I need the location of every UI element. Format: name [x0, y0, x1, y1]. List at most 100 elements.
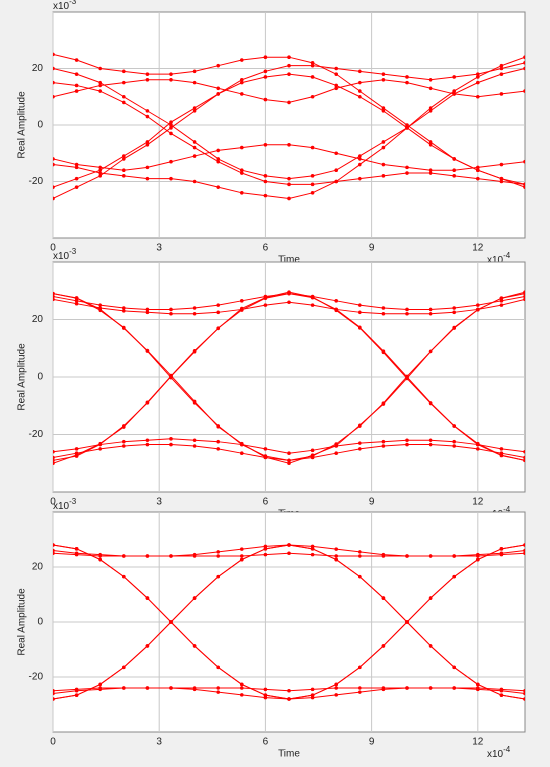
marker — [122, 424, 126, 428]
marker — [53, 697, 55, 701]
marker — [122, 94, 126, 99]
marker — [334, 442, 339, 446]
marker — [216, 148, 221, 153]
marker — [169, 437, 173, 441]
marker — [358, 665, 362, 670]
marker — [287, 451, 291, 455]
marker — [122, 554, 126, 558]
marker — [499, 92, 504, 96]
marker — [216, 303, 221, 307]
x-tick-label: 6 — [263, 497, 269, 508]
marker — [53, 294, 55, 299]
marker — [53, 291, 55, 296]
marker — [169, 123, 173, 127]
traces — [53, 543, 525, 701]
marker — [216, 550, 221, 554]
marker — [98, 89, 102, 93]
marker — [499, 303, 504, 307]
marker — [499, 693, 504, 697]
marker — [216, 665, 221, 670]
marker — [145, 109, 150, 113]
traces — [53, 52, 525, 201]
marker — [358, 157, 362, 161]
marker — [239, 191, 244, 195]
marker — [428, 86, 433, 91]
marker — [523, 449, 525, 454]
marker — [239, 557, 244, 562]
y-scale-label: x10-3 — [53, 0, 77, 12]
y-tick-label: 0 — [37, 617, 43, 628]
marker — [145, 442, 150, 447]
marker — [122, 665, 126, 670]
marker — [74, 451, 79, 455]
marker — [499, 447, 504, 451]
marker — [239, 451, 244, 455]
marker — [287, 142, 291, 147]
marker — [405, 438, 409, 443]
marker — [169, 72, 173, 76]
marker — [476, 307, 480, 312]
marker — [428, 307, 433, 312]
marker — [169, 311, 173, 316]
marker — [192, 444, 197, 448]
marker — [122, 439, 126, 444]
marker — [381, 444, 386, 448]
x-scale-exponent: -4 — [503, 251, 511, 260]
marker — [358, 176, 362, 181]
marker — [287, 72, 291, 76]
marker — [452, 306, 456, 310]
marker — [192, 140, 197, 144]
marker — [499, 451, 504, 455]
marker — [98, 80, 102, 85]
marker — [287, 182, 291, 187]
y-scale-exponent: -3 — [69, 0, 77, 6]
marker — [405, 686, 409, 690]
marker — [216, 574, 221, 579]
marker — [74, 185, 79, 189]
marker — [476, 686, 480, 690]
marker — [523, 185, 525, 189]
marker — [287, 458, 291, 463]
marker — [428, 401, 433, 405]
marker — [53, 80, 55, 85]
marker — [310, 61, 315, 65]
y-axis-label: Real Amplitude — [17, 343, 28, 411]
marker — [358, 325, 362, 330]
marker — [287, 63, 291, 68]
marker — [358, 441, 362, 445]
marker — [358, 550, 362, 554]
x-axis-label: Time — [278, 255, 300, 266]
marker — [405, 80, 409, 85]
y-tick-label: 20 — [32, 314, 44, 325]
marker — [476, 303, 480, 307]
marker — [122, 309, 126, 313]
marker — [358, 154, 362, 158]
y-tick-label: 20 — [32, 562, 44, 573]
marker — [192, 349, 197, 354]
marker — [428, 168, 433, 172]
marker — [334, 557, 339, 562]
x-tick-label: 12 — [472, 737, 484, 748]
marker — [381, 145, 386, 150]
marker — [358, 303, 362, 307]
y-scale-base: x10 — [53, 1, 70, 12]
x-tick-label: 0 — [50, 243, 56, 254]
marker — [287, 291, 291, 296]
marker — [53, 52, 55, 57]
marker — [310, 687, 315, 692]
marker — [405, 171, 409, 175]
marker — [145, 644, 150, 648]
marker — [192, 69, 197, 74]
marker — [98, 447, 102, 451]
marker — [263, 547, 268, 551]
marker — [145, 114, 150, 119]
marker — [358, 554, 362, 558]
marker — [310, 75, 315, 79]
y-scale-base: x10 — [53, 251, 70, 262]
marker — [358, 69, 362, 74]
marker — [523, 55, 525, 59]
marker — [145, 176, 150, 181]
marker — [287, 300, 291, 305]
marker — [381, 306, 386, 310]
